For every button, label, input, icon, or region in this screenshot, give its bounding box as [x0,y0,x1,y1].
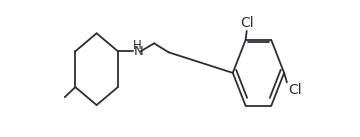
Text: Cl: Cl [288,83,302,97]
Text: H: H [133,39,142,52]
Text: N: N [134,45,144,58]
Text: Cl: Cl [240,16,253,30]
